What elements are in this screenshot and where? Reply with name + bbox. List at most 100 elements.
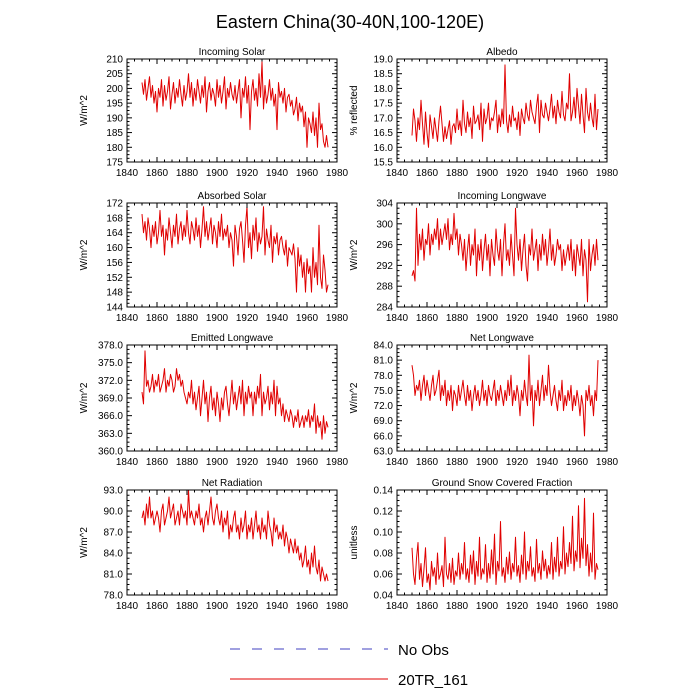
x-tick-label: 1920 bbox=[506, 457, 529, 468]
x-tick-label: 1900 bbox=[476, 313, 499, 324]
y-tick-label: 300 bbox=[376, 219, 393, 230]
x-tick-label: 1880 bbox=[176, 601, 199, 612]
y-tick-label: 168 bbox=[106, 213, 123, 224]
x-tick-label: 1860 bbox=[146, 457, 169, 468]
x-tick-label: 1980 bbox=[596, 601, 619, 612]
x-tick-label: 1860 bbox=[416, 601, 439, 612]
y-axis-label: % reflected bbox=[349, 85, 360, 135]
plot-frame bbox=[126, 58, 338, 163]
x-tick-label: 1940 bbox=[266, 457, 289, 468]
series-line-20tr-161 bbox=[141, 61, 329, 148]
panel-title: Absorbed Solar bbox=[198, 191, 268, 202]
y-tick-label: 292 bbox=[376, 261, 393, 272]
y-tick-label: 63.0 bbox=[374, 447, 394, 458]
y-tick-label: 0.04 bbox=[374, 591, 394, 602]
y-tick-label: 172 bbox=[106, 199, 123, 210]
y-tick-label: 375.0 bbox=[98, 358, 123, 369]
figure-title: Eastern China(30-40N,100-120E) bbox=[216, 12, 484, 32]
x-tick-label: 1900 bbox=[206, 313, 229, 324]
panel-title: Albedo bbox=[486, 47, 518, 58]
panel-ground-snow-covered-fraction: Ground Snow Covered Fraction unitless 1840… bbox=[349, 478, 619, 612]
x-tick-label: 1960 bbox=[566, 168, 589, 179]
x-tick-label: 1840 bbox=[386, 313, 409, 324]
panel-title: Net Longwave bbox=[470, 333, 534, 344]
x-tick-label: 1920 bbox=[506, 168, 529, 179]
y-tick-label: 180 bbox=[106, 143, 123, 154]
plot-frame bbox=[126, 344, 338, 452]
panel-incoming-longwave: Incoming Longwave W/m^2 1840 1860 1880 1900 19… bbox=[349, 191, 619, 324]
x-tick-label: 1980 bbox=[596, 168, 619, 179]
x-tick-label: 1920 bbox=[236, 601, 259, 612]
plot-frame bbox=[126, 489, 338, 596]
y-tick-label: 152 bbox=[106, 273, 123, 284]
x-tick-label: 1880 bbox=[446, 313, 469, 324]
y-tick-label: 190 bbox=[106, 113, 123, 124]
x-tick-label: 1880 bbox=[176, 313, 199, 324]
y-tick-label: 0.12 bbox=[374, 507, 394, 518]
y-axis-label: W/m^2 bbox=[79, 95, 90, 126]
panel-incoming-solar: Incoming Solar W/m^2 1840 1860 1880 1900 1920 1… bbox=[79, 47, 349, 179]
legend-label-no-obs: No Obs bbox=[398, 642, 449, 659]
x-tick-label: 1920 bbox=[236, 313, 259, 324]
y-tick-label: 195 bbox=[106, 99, 123, 110]
y-tick-label: 18.0 bbox=[374, 84, 394, 95]
y-tick-label: 363.0 bbox=[98, 429, 123, 440]
series-line-20tr-161 bbox=[411, 497, 599, 591]
panel-albedo: Albedo % reflected 1840 1860 1880 1900 1920 194… bbox=[349, 47, 619, 179]
y-axis-label: W/m^2 bbox=[79, 382, 90, 413]
x-tick-label: 1960 bbox=[566, 457, 589, 468]
y-tick-label: 78.0 bbox=[104, 591, 124, 602]
x-tick-label: 1940 bbox=[266, 168, 289, 179]
x-tick-label: 1840 bbox=[116, 313, 139, 324]
x-tick-label: 1900 bbox=[206, 457, 229, 468]
x-tick-label: 1900 bbox=[206, 601, 229, 612]
y-tick-label: 284 bbox=[376, 303, 393, 314]
y-tick-label: 144 bbox=[106, 303, 123, 314]
x-tick-label: 1960 bbox=[296, 168, 319, 179]
y-tick-label: 156 bbox=[106, 258, 123, 269]
y-tick-label: 175 bbox=[106, 158, 123, 169]
y-tick-label: 93.0 bbox=[104, 486, 124, 497]
y-tick-label: 0.10 bbox=[374, 528, 394, 539]
x-tick-label: 1860 bbox=[146, 601, 169, 612]
panel-net-radiation: Net Radiation W/m^2 1840 1860 1880 1900 1920 19… bbox=[79, 478, 349, 612]
x-tick-label: 1960 bbox=[296, 313, 319, 324]
x-tick-label: 1860 bbox=[416, 457, 439, 468]
plot-frame bbox=[396, 202, 608, 308]
series-line-20tr-161 bbox=[411, 207, 599, 303]
x-tick-label: 1980 bbox=[326, 601, 349, 612]
x-tick-label: 1980 bbox=[326, 457, 349, 468]
x-tick-label: 1900 bbox=[476, 168, 499, 179]
y-tick-label: 66.0 bbox=[374, 431, 394, 442]
x-tick-label: 1840 bbox=[386, 168, 409, 179]
y-tick-label: 304 bbox=[376, 199, 393, 210]
y-tick-label: 17.0 bbox=[374, 113, 394, 124]
series-line-20tr-161 bbox=[411, 354, 599, 437]
y-tick-label: 205 bbox=[106, 69, 123, 80]
panel-emitted-longwave: Emitted Longwave W/m^2 1840 1860 1880 1900 192… bbox=[79, 333, 349, 468]
y-tick-label: 81.0 bbox=[374, 356, 394, 367]
y-tick-label: 372.0 bbox=[98, 376, 123, 387]
y-tick-label: 378.0 bbox=[98, 341, 123, 352]
series-line-20tr-161 bbox=[141, 350, 329, 440]
y-tick-label: 17.5 bbox=[374, 99, 394, 110]
y-tick-label: 164 bbox=[106, 228, 123, 239]
x-tick-label: 1940 bbox=[536, 601, 559, 612]
y-tick-label: 296 bbox=[376, 240, 393, 251]
y-tick-label: 369.0 bbox=[98, 394, 123, 405]
panel-title: Incoming Solar bbox=[199, 47, 266, 58]
x-tick-label: 1880 bbox=[176, 168, 199, 179]
x-tick-label: 1880 bbox=[176, 457, 199, 468]
x-tick-label: 1920 bbox=[506, 601, 529, 612]
panel-absorbed-solar: Absorbed Solar W/m^2 1840 1860 1880 1900 1920 1… bbox=[79, 191, 349, 324]
legend: No Obs 20TR_161 bbox=[230, 642, 468, 689]
x-tick-label: 1980 bbox=[596, 313, 619, 324]
panel-title: Incoming Longwave bbox=[458, 191, 547, 202]
x-tick-label: 1860 bbox=[146, 168, 169, 179]
panel-title: Emitted Longwave bbox=[191, 333, 274, 344]
panel-title: Ground Snow Covered Fraction bbox=[432, 478, 573, 489]
x-tick-label: 1960 bbox=[296, 601, 319, 612]
y-tick-label: 90.0 bbox=[104, 507, 124, 518]
x-tick-label: 1980 bbox=[596, 457, 619, 468]
y-tick-label: 19.0 bbox=[374, 55, 394, 66]
